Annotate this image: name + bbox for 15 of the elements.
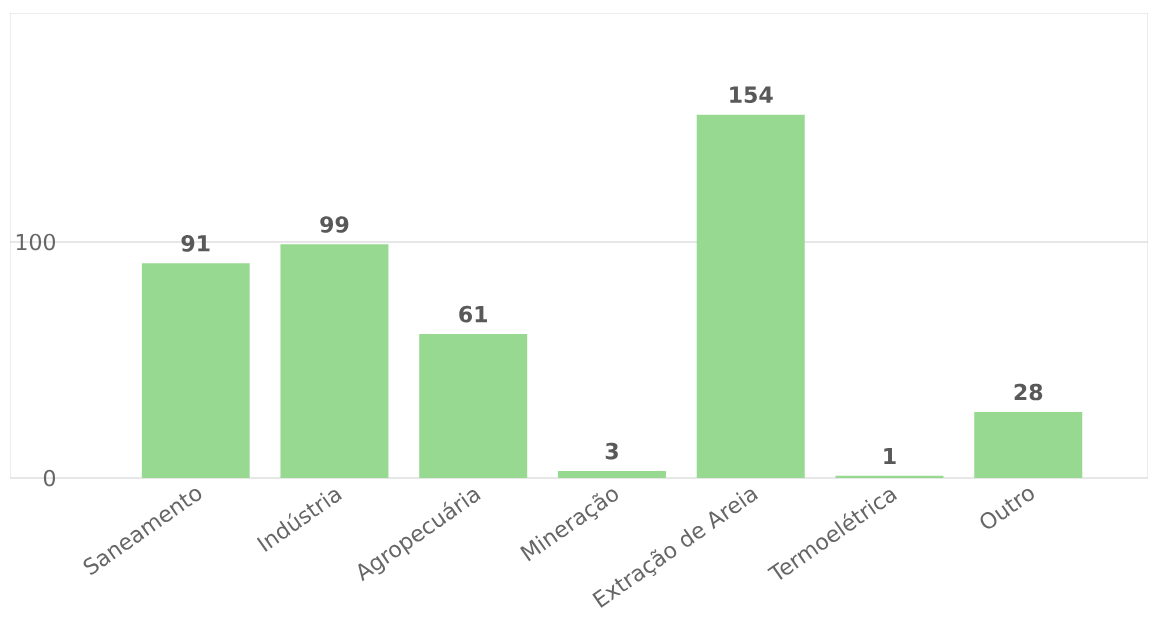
- data-label: 3: [605, 442, 618, 460]
- data-label: 99: [320, 216, 349, 233]
- data-label: 154: [730, 86, 773, 103]
- bar: [141, 263, 250, 478]
- y-tick-label: 0: [43, 469, 56, 487]
- data-label: 28: [1014, 383, 1043, 401]
- data-label: 91: [181, 235, 210, 252]
- bar: [419, 334, 528, 478]
- bar: [696, 114, 805, 478]
- data-label: 1: [884, 448, 896, 465]
- bar: [557, 470, 666, 478]
- bar: [280, 244, 389, 478]
- bar: [974, 411, 1083, 478]
- y-tick-label: 100: [16, 233, 55, 251]
- data-label: 61: [459, 305, 488, 323]
